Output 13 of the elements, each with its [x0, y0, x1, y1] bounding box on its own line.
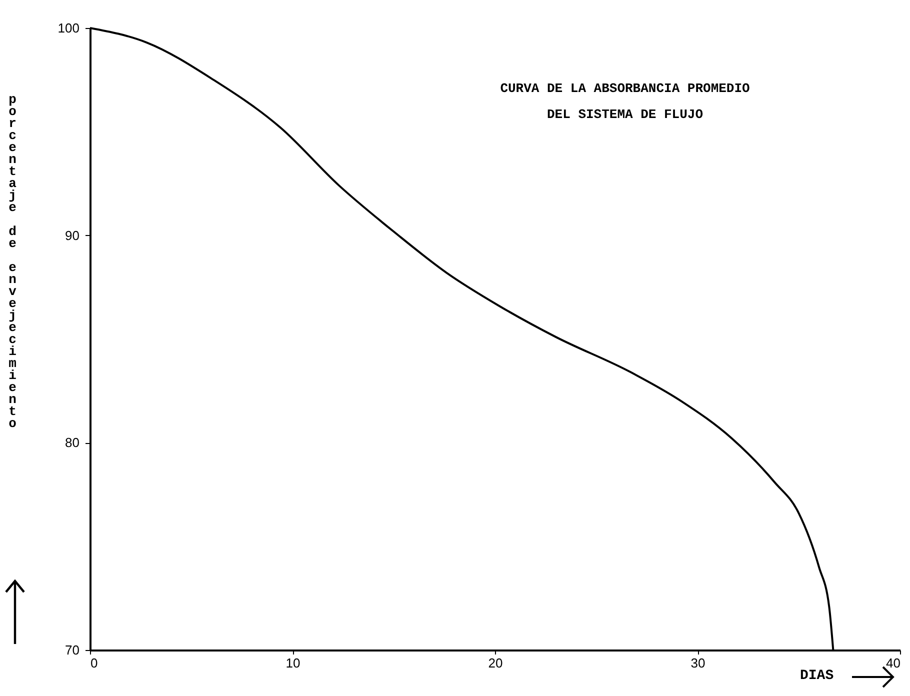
x-axis-title: DIAS: [800, 668, 834, 684]
x-tick-label: 0: [90, 656, 98, 670]
y-tick-label: 90: [65, 228, 80, 243]
text: CURVA DE LA ABSORBANCIA PROMEDIO: [500, 81, 750, 96]
y-tick-label: 70: [65, 642, 80, 658]
x-tick-label: 20: [488, 656, 503, 670]
x-tick-label: 30: [690, 656, 706, 670]
y-axis-title: porcentaje de envejecimiento: [5, 92, 20, 428]
x-tick-label: 40: [886, 656, 900, 670]
y-tick-label: 100: [58, 20, 80, 36]
y-tick-label: 80: [65, 435, 80, 450]
x-tick-label: 10: [286, 656, 300, 670]
text: DEL SISTEMA DE FLUJO: [546, 107, 704, 122]
